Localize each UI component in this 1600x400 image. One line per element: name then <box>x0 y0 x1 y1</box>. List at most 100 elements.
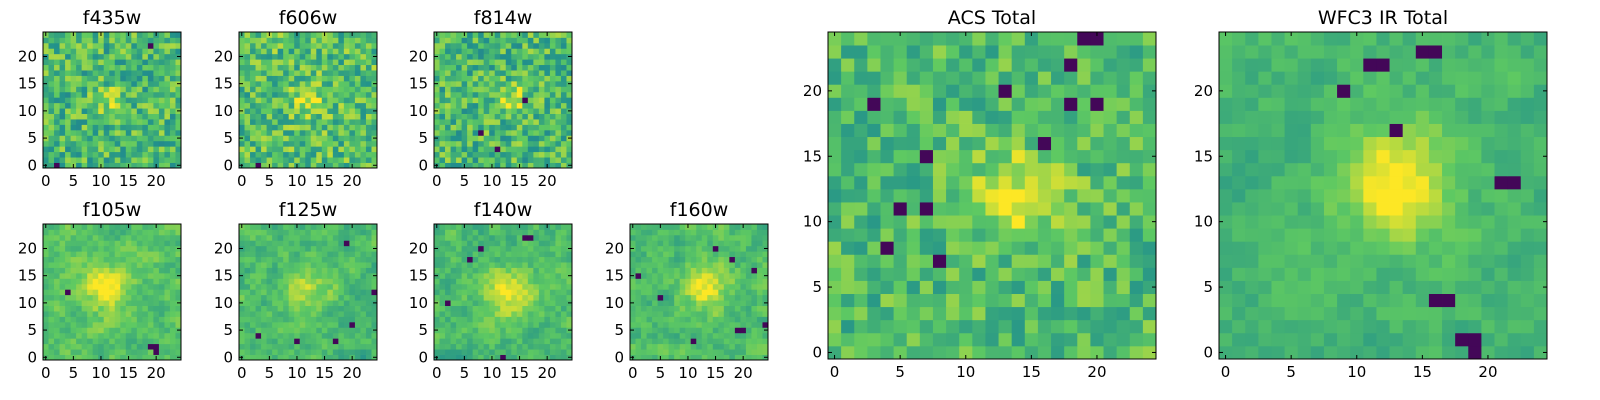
heatmap-cell <box>316 305 323 312</box>
heatmap-cell <box>538 151 545 158</box>
heatmap-cell <box>472 151 479 158</box>
heatmap-cell <box>371 64 378 71</box>
heatmap-cell <box>272 151 279 158</box>
heatmap-cell <box>478 294 485 301</box>
heatmap-cell <box>365 59 372 66</box>
heatmap-cell <box>1064 306 1078 321</box>
heatmap-cell <box>1297 58 1312 72</box>
heatmap-cell <box>338 251 345 258</box>
heatmap-cell <box>472 349 479 355</box>
heatmap-cell <box>288 321 295 328</box>
heatmap-cell <box>522 157 529 163</box>
heatmap-cell <box>371 86 378 93</box>
heatmap-cell <box>131 321 138 328</box>
heatmap-cell <box>321 70 328 76</box>
heatmap-cell <box>439 37 446 44</box>
y-tick-label: 5 <box>27 321 37 339</box>
heatmap-cell <box>439 75 446 82</box>
heatmap-cell <box>147 91 154 98</box>
heatmap-cell <box>516 113 523 120</box>
heatmap-cell <box>43 37 49 44</box>
heatmap-cell <box>1271 71 1285 85</box>
heatmap-cell <box>109 267 116 274</box>
heatmap-cell <box>566 146 573 153</box>
heatmap-cell <box>87 349 94 355</box>
heatmap-cell <box>1245 97 1259 111</box>
heatmap-cell <box>1077 45 1091 59</box>
heatmap-cell <box>1232 202 1246 216</box>
heatmap-cell <box>349 327 356 334</box>
heatmap-cell <box>560 311 567 317</box>
heatmap-cell <box>1520 136 1535 151</box>
heatmap-cell <box>1494 202 1509 216</box>
heatmap-cell <box>136 91 143 98</box>
heatmap-cell <box>538 48 545 55</box>
heatmap-cell <box>65 272 71 279</box>
heatmap-cell <box>985 84 999 98</box>
heatmap-cell <box>919 123 934 138</box>
heatmap-cell <box>1297 254 1312 268</box>
heatmap-cell <box>544 48 551 55</box>
heatmap-cell <box>1389 241 1404 255</box>
heatmap-cell <box>164 108 171 114</box>
x-tick-label: 15 <box>119 364 138 382</box>
heatmap-cell <box>360 316 367 323</box>
heatmap-cell <box>125 262 132 268</box>
heatmap-cell <box>461 129 468 136</box>
heatmap-cell <box>511 162 518 169</box>
heatmap-cell <box>371 32 378 38</box>
heatmap-cell <box>283 251 290 258</box>
heatmap-cell <box>109 108 116 114</box>
heatmap-cell <box>158 224 165 230</box>
heatmap-cell <box>354 97 361 104</box>
heatmap-cell <box>538 338 545 345</box>
heatmap-cell <box>87 80 94 87</box>
heatmap-cell <box>456 343 462 350</box>
heatmap-cell <box>360 256 367 263</box>
heatmap-cell <box>288 349 295 355</box>
heatmap-cell <box>158 256 165 263</box>
heatmap-cell <box>354 37 361 44</box>
heatmap-cell <box>461 300 468 306</box>
heatmap-cell <box>103 343 110 350</box>
heatmap-cell <box>59 272 66 279</box>
axes-frame <box>433 31 573 169</box>
heatmap-cell <box>43 251 49 258</box>
heatmap-cell <box>175 157 182 163</box>
heatmap-cell <box>321 343 328 350</box>
heatmap-cell <box>294 75 301 82</box>
heatmap-cell <box>549 32 556 38</box>
heatmap-cell <box>1520 241 1535 255</box>
heatmap-cell <box>434 283 440 290</box>
heatmap-cell <box>305 140 312 147</box>
y-tick-label: 0 <box>27 156 37 174</box>
heatmap-cell <box>439 102 446 109</box>
heatmap-cell <box>1415 228 1430 242</box>
heatmap-cell <box>70 343 77 350</box>
heatmap-cell <box>316 53 323 60</box>
heatmap-cell <box>158 272 165 279</box>
heatmap-cell <box>255 135 262 142</box>
heatmap-cell <box>371 262 378 268</box>
heatmap-cell <box>76 267 83 274</box>
heatmap-cell <box>109 135 116 142</box>
heatmap-cell <box>266 316 273 323</box>
heatmap-cell <box>136 262 143 268</box>
heatmap-cell <box>120 343 127 350</box>
heatmap-cell <box>310 80 317 87</box>
heatmap-cell <box>1077 84 1091 98</box>
heatmap-cell <box>327 332 334 339</box>
heatmap-cell <box>516 91 523 98</box>
heatmap-cell <box>305 157 312 163</box>
heatmap-cell <box>1116 306 1131 321</box>
heatmap-cell <box>266 102 273 109</box>
heatmap-cell <box>998 228 1013 242</box>
heatmap-cell <box>456 91 462 98</box>
heatmap-cell <box>1103 84 1118 98</box>
heatmap-cell <box>70 75 77 82</box>
heatmap-cell <box>354 146 361 153</box>
heatmap-cell <box>1116 149 1131 164</box>
heatmap-cell <box>288 224 295 230</box>
heatmap-cell <box>360 343 367 350</box>
heatmap-cell <box>1024 58 1039 72</box>
